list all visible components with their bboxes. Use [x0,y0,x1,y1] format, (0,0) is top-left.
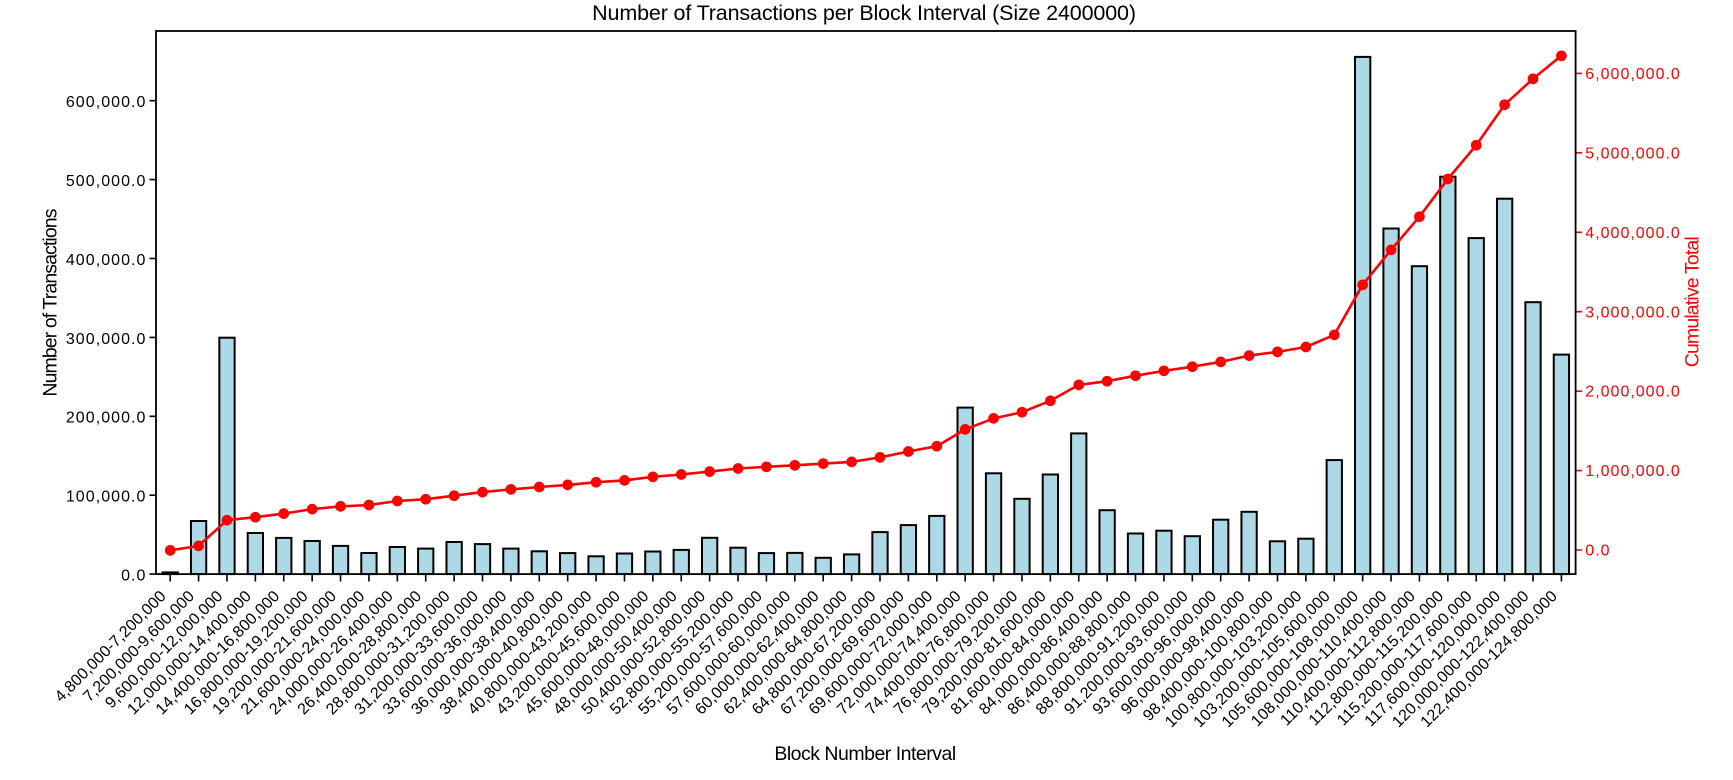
svg-text:200,000.0: 200,000.0 [66,410,147,427]
svg-text:Block Number Interval: Block Number Interval [774,743,955,765]
svg-text:300,000.0: 300,000.0 [66,331,147,348]
svg-text:2,000,000.0: 2,000,000.0 [1585,384,1681,401]
svg-text:0.0: 0.0 [1585,543,1610,560]
svg-text:Cumulative Total: Cumulative Total [1682,237,1704,368]
svg-text:1,000,000.0: 1,000,000.0 [1585,463,1681,480]
svg-text:600,000.0: 600,000.0 [66,94,147,111]
svg-text:0.0: 0.0 [121,568,146,585]
svg-text:Number of Transactions: Number of Transactions [40,208,62,396]
svg-text:5,000,000.0: 5,000,000.0 [1585,145,1681,162]
svg-text:6,000,000.0: 6,000,000.0 [1585,66,1681,83]
svg-text:500,000.0: 500,000.0 [66,173,147,190]
svg-text:4,000,000.0: 4,000,000.0 [1585,225,1681,242]
svg-text:3,000,000.0: 3,000,000.0 [1585,304,1681,321]
svg-text:100,000.0: 100,000.0 [66,489,147,506]
svg-text:Number of Transactions per Blo: Number of Transactions per Block Interva… [592,1,1136,25]
svg-text:400,000.0: 400,000.0 [66,252,147,269]
